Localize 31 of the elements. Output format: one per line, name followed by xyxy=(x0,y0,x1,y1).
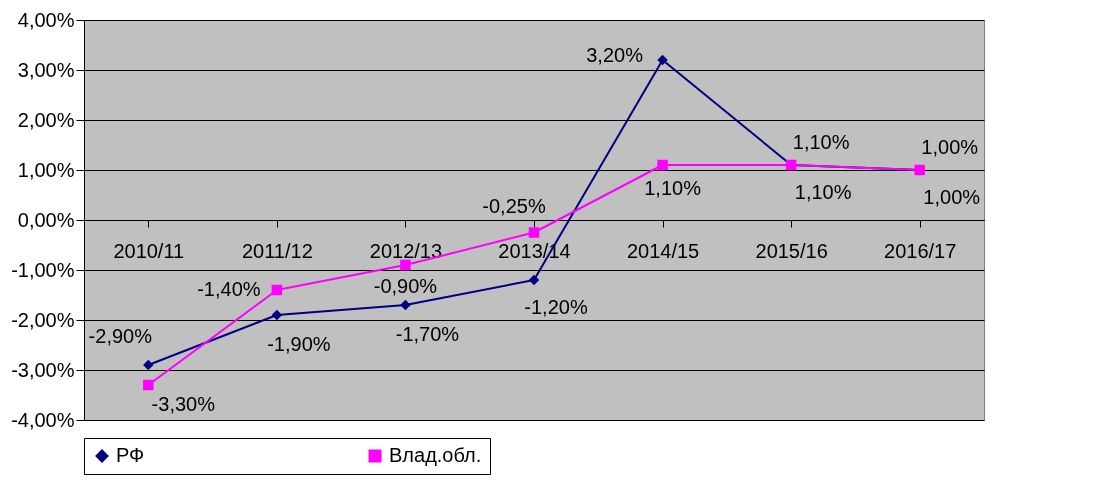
y-tick-label: 0,00% xyxy=(17,208,75,231)
y-tick-label: 4,00% xyxy=(17,8,75,31)
y-tick-label: -4,00% xyxy=(11,408,75,431)
data-label: 1,00% xyxy=(921,136,979,158)
data-label: -1,20% xyxy=(524,296,588,318)
data-label: -1,70% xyxy=(395,323,460,345)
x-tick-label: 2015/16 xyxy=(755,239,828,262)
y-tick-label: 2,00% xyxy=(17,108,75,131)
data-label: 1,10% xyxy=(644,177,702,199)
data-label: -2,90% xyxy=(88,325,153,347)
y-tick-label: -3,00% xyxy=(11,358,75,381)
data-label: -0,90% xyxy=(373,275,438,297)
data-label: -1,90% xyxy=(267,333,331,355)
data-label: -0,25% xyxy=(482,194,546,217)
x-tick-label: 2012/13 xyxy=(369,239,443,262)
data-label: 1,10% xyxy=(792,131,850,153)
data-label: 1,10% xyxy=(794,181,852,203)
legend-label: Влад.обл. xyxy=(389,444,482,466)
x-tick-label: 2011/12 xyxy=(241,239,313,262)
data-label: 3,20% xyxy=(586,44,644,66)
x-tick-label: 2016/17 xyxy=(884,239,957,262)
y-tick-label: 1,00% xyxy=(17,158,75,181)
y-tick-label: 3,00% xyxy=(17,58,75,81)
y-tick-label: -2,00% xyxy=(11,308,75,331)
x-tick-label: 2014/15 xyxy=(626,239,700,262)
y-tick-label: -1,00% xyxy=(11,258,75,281)
legend-label: РФ xyxy=(116,444,145,466)
data-label: -3,30% xyxy=(151,393,216,415)
x-tick-label: 2010/11 xyxy=(113,239,185,262)
data-label: 1,00% xyxy=(923,186,981,208)
data-label: -1,40% xyxy=(197,278,261,300)
